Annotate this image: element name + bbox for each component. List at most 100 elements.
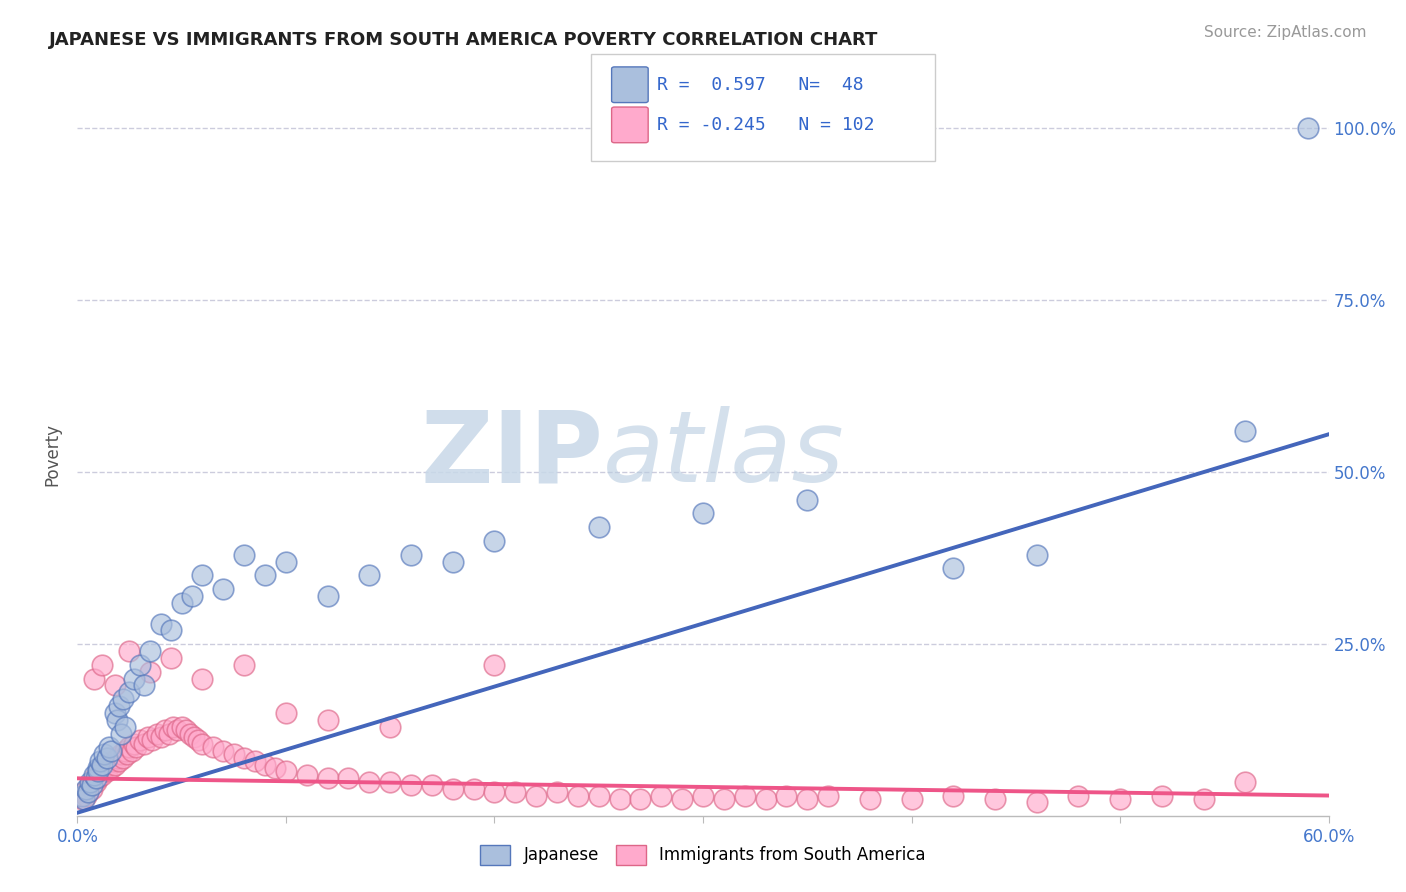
Point (141, 733, 163, 747)
Point (100, 761, 122, 775)
Point (70, 792, 93, 806)
Point (441, 781, 464, 796)
Point (84, 774, 107, 789)
Point (79, 778, 101, 792)
Point (108, 699, 131, 714)
Point (118, 644, 141, 658)
Point (420, 778, 443, 792)
Point (80, 781, 103, 796)
Y-axis label: Poverty: Poverty (44, 424, 62, 486)
Point (117, 747, 139, 762)
Point (546, 785, 568, 799)
Point (75, 789, 97, 803)
Point (174, 723, 197, 738)
Point (110, 726, 132, 740)
Point (91, 757, 114, 772)
Point (191, 737, 214, 751)
Point (125, 740, 148, 755)
Point (191, 568, 214, 582)
Point (108, 754, 131, 768)
Point (484, 785, 506, 799)
Point (149, 616, 172, 631)
Point (80, 778, 103, 792)
Point (93, 761, 115, 775)
Point (1234, 774, 1257, 789)
Point (104, 757, 127, 772)
Point (734, 789, 756, 803)
Point (104, 678, 127, 692)
Point (96, 764, 118, 779)
Point (170, 596, 193, 610)
Point (67, 789, 90, 803)
Point (399, 778, 422, 792)
Point (114, 744, 136, 758)
Point (463, 781, 485, 796)
Point (399, 548, 422, 562)
Text: atlas: atlas (603, 407, 845, 503)
Text: ZIP: ZIP (420, 407, 603, 503)
Point (441, 555, 464, 569)
Point (139, 644, 162, 658)
Point (503, 785, 526, 799)
Point (139, 665, 162, 679)
Point (1150, 789, 1173, 803)
Point (253, 568, 276, 582)
Point (191, 672, 214, 686)
Point (484, 657, 506, 672)
Point (274, 764, 297, 779)
Point (1025, 548, 1047, 562)
Point (212, 582, 235, 596)
Point (75, 781, 97, 796)
Point (91, 657, 114, 672)
Point (567, 789, 589, 803)
Point (274, 706, 297, 720)
Point (129, 733, 152, 747)
Point (253, 757, 276, 772)
Point (484, 533, 506, 548)
Point (136, 730, 159, 744)
Point (692, 507, 714, 521)
Point (378, 720, 402, 734)
Point (112, 750, 135, 764)
Point (179, 726, 201, 740)
Point (83, 672, 105, 686)
Point (316, 772, 339, 786)
Point (129, 657, 152, 672)
Point (76, 785, 98, 799)
Point (118, 740, 141, 755)
Point (295, 768, 318, 782)
Legend: Japanese, Immigrants from South America: Japanese, Immigrants from South America (472, 837, 934, 873)
Point (89, 754, 111, 768)
Point (87, 764, 110, 779)
Point (942, 789, 965, 803)
Text: Source: ZipAtlas.com: Source: ZipAtlas.com (1204, 25, 1367, 40)
Point (72, 785, 94, 799)
Point (118, 685, 141, 699)
Point (754, 792, 776, 806)
Point (233, 548, 256, 562)
Point (1025, 796, 1047, 810)
Point (97, 740, 120, 755)
Point (337, 772, 360, 786)
Point (274, 555, 297, 569)
Point (166, 723, 188, 738)
Point (145, 726, 167, 740)
Point (378, 774, 402, 789)
Point (671, 792, 693, 806)
Point (588, 520, 610, 534)
Point (72, 792, 94, 806)
Point (181, 589, 204, 603)
Point (153, 723, 176, 738)
Point (87, 772, 110, 786)
Point (122, 737, 145, 751)
Point (183, 730, 205, 744)
Point (84, 772, 107, 786)
Point (817, 789, 839, 803)
Point (201, 740, 224, 755)
Point (692, 789, 714, 803)
Point (1067, 789, 1090, 803)
Point (162, 720, 184, 734)
Point (76, 781, 98, 796)
Point (121, 744, 143, 758)
Point (859, 792, 882, 806)
